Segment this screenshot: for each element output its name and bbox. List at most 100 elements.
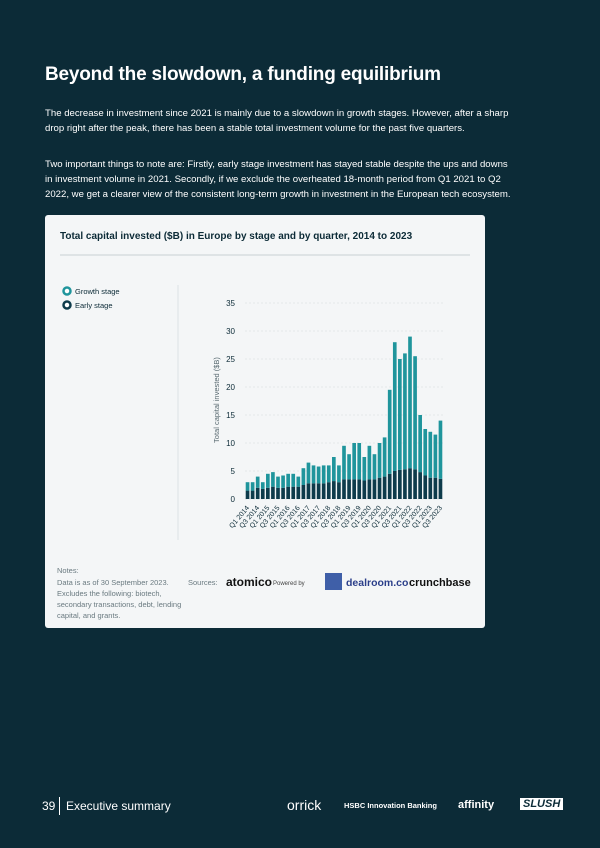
bar-segment	[245, 490, 250, 499]
notes-line: secondary transactions, debt, lending	[57, 600, 181, 609]
y-axis-label: Total capital invested ($B)	[212, 357, 221, 443]
bar-segment	[433, 434, 438, 478]
bar-segment	[326, 465, 331, 483]
bar-segment	[301, 485, 306, 499]
bar-segment	[403, 353, 407, 470]
notes-line: Data is as of 30 September 2023.	[57, 578, 169, 587]
bar-segment	[418, 472, 422, 499]
bar-segment	[433, 477, 438, 499]
bar-segment	[438, 420, 443, 479]
bar-segment	[352, 443, 356, 480]
bar-segment	[286, 486, 290, 499]
bar-segment	[271, 486, 275, 499]
legend-label: Early stage	[75, 301, 113, 310]
bar-segment	[255, 476, 260, 488]
bar-segment	[372, 479, 377, 499]
bar-segment	[276, 487, 280, 499]
bar-segment	[352, 479, 356, 499]
bar-segment	[377, 443, 382, 478]
bar-segment	[250, 482, 255, 491]
y-tick-label: 0	[231, 495, 236, 504]
bar-segment	[423, 429, 428, 476]
bar-segment	[321, 483, 326, 499]
powered-by: Powered by	[273, 581, 305, 587]
logo: crunchbase	[409, 577, 471, 589]
y-tick-label: 35	[226, 299, 235, 308]
bar-segment	[250, 490, 255, 499]
bar-segment	[311, 465, 316, 484]
bar-segment	[357, 479, 362, 499]
bar-segment	[266, 487, 270, 499]
bar-segment	[408, 468, 412, 499]
bar-segment	[367, 445, 372, 480]
bar-segment	[326, 482, 331, 499]
bar-segment	[321, 465, 326, 484]
notes-title: Notes:	[57, 566, 79, 575]
bar-segment	[291, 486, 296, 499]
bar-segment	[387, 389, 392, 474]
y-tick-label: 5	[231, 467, 236, 476]
bar-segment	[392, 471, 397, 499]
bar-segment	[413, 469, 417, 499]
bar-segment	[311, 483, 316, 499]
bar-segment	[316, 466, 321, 484]
bar-segment	[260, 482, 265, 489]
bar-segment	[357, 443, 362, 480]
notes-line: Excludes the following: biotech,	[57, 589, 162, 598]
bar-segment	[382, 437, 387, 477]
bar-segment	[382, 476, 387, 499]
bar-segment	[337, 465, 341, 483]
bar-segment	[347, 479, 351, 499]
bar-segment	[245, 482, 250, 491]
chart-card: Total capital invested ($B) in Europe by…	[45, 215, 485, 628]
logo: orrick	[287, 797, 322, 813]
logo: dealroom.co	[346, 577, 408, 589]
bar-segment	[372, 454, 377, 480]
bar-segment	[276, 476, 280, 488]
bar-segment	[332, 457, 336, 482]
legend-label: Growth stage	[75, 287, 120, 296]
bar-segment	[291, 473, 296, 487]
bar-segment	[438, 478, 443, 499]
bar-segment	[413, 356, 417, 470]
bar-segment	[392, 342, 397, 471]
paragraph: Two important things to note are: Firstl…	[45, 159, 511, 200]
logo: SLUSH	[520, 798, 564, 810]
bar-segment	[316, 483, 321, 499]
logo: atomico	[226, 575, 272, 589]
y-tick-label: 30	[226, 327, 235, 336]
bar-segment	[342, 479, 346, 499]
legend-marker	[62, 300, 72, 310]
bar-segment	[362, 457, 367, 481]
logo: HSBC Innovation Banking	[344, 801, 437, 810]
bar-segment	[408, 336, 412, 469]
paragraph: The decrease in investment since 2021 is…	[45, 108, 509, 134]
page-number: 39	[42, 799, 56, 813]
bar-segment	[296, 486, 301, 499]
bar-segment	[306, 462, 311, 484]
bar-segment	[377, 477, 382, 499]
separator	[59, 797, 60, 815]
bar-segment	[387, 473, 392, 499]
bar-segment	[362, 480, 367, 499]
page-title: Beyond the slowdown, a funding equilibri…	[45, 64, 441, 85]
bar-segment	[281, 475, 285, 488]
bar-segment	[423, 475, 428, 499]
bar-segment	[301, 468, 306, 485]
chart-title: Total capital invested ($B) in Europe by…	[60, 231, 413, 242]
bar-segment	[281, 487, 285, 499]
bar-segment	[403, 469, 407, 499]
bar-segment	[337, 482, 341, 499]
bar-segment	[342, 445, 346, 480]
section-name: Executive summary	[66, 799, 171, 813]
bar-segment	[296, 476, 301, 487]
y-tick-label: 15	[226, 411, 235, 420]
legend-marker	[62, 286, 72, 296]
bar-segment	[332, 481, 336, 499]
bar-segment	[286, 473, 290, 487]
logo-icon	[325, 573, 342, 590]
bar-segment	[306, 483, 311, 499]
logo: affinity	[458, 799, 495, 811]
bar-segment	[428, 477, 433, 499]
